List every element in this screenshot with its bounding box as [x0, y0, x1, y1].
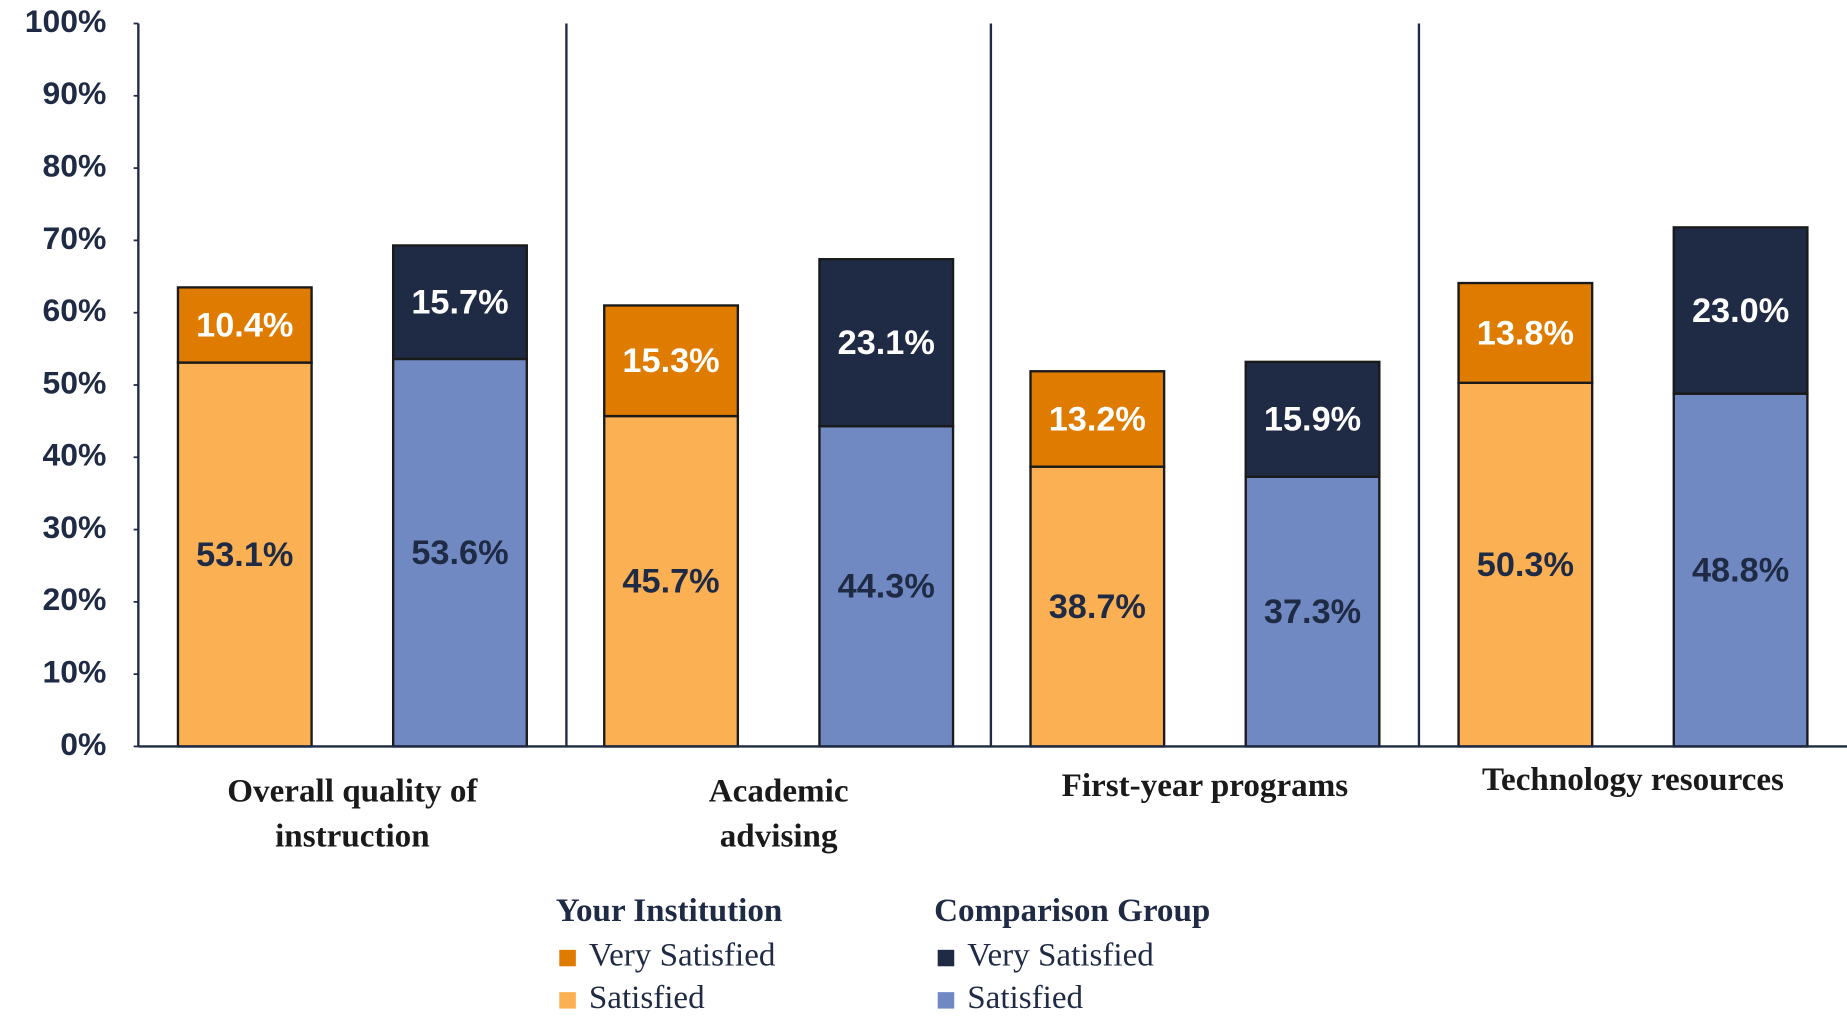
legend-heading: Your Institution: [556, 893, 783, 929]
y-tick-label: 80%: [43, 148, 107, 184]
data-label: 38.7%: [1049, 588, 1146, 626]
data-label: 15.3%: [622, 342, 719, 380]
bar-segment: [1457, 281, 1594, 384]
legend-swatch: [559, 949, 576, 967]
data-label: 13.8%: [1477, 314, 1574, 352]
bar-segment: [1029, 370, 1166, 468]
x-tick-label: Overall quality of instruction: [227, 773, 478, 855]
data-label: 53.6%: [411, 534, 508, 572]
data-label: 53.1%: [196, 536, 293, 574]
legend-label: Very Satisfied: [967, 938, 1154, 974]
x-tick-label-box: First-year programs: [1061, 767, 1349, 805]
data-label: 23.0%: [1692, 292, 1789, 330]
data-label: 45.7%: [622, 563, 719, 601]
bar-segment: [176, 361, 313, 748]
y-tick-label: 30%: [43, 509, 107, 545]
x-tick-label: First-year programs: [1061, 767, 1349, 805]
bar-segment: [1672, 392, 1809, 748]
data-label: 50.3%: [1477, 546, 1574, 584]
y-tick-label: 60%: [43, 292, 107, 328]
data-label: 13.2%: [1049, 400, 1146, 438]
x-tick-label-box: Technology resources: [1481, 761, 1784, 799]
legend-label: Very Satisfied: [589, 938, 776, 974]
data-label: 10.4%: [196, 306, 293, 344]
data-label: 44.3%: [838, 568, 935, 606]
y-tick-label: 0%: [60, 726, 106, 762]
y-tick-label: 100%: [25, 3, 107, 39]
bar-segment: [1457, 381, 1594, 748]
y-tick-label: 20%: [43, 581, 107, 617]
y-tick-label: 10%: [43, 654, 107, 690]
y-tick-label: 70%: [43, 220, 107, 256]
data-label: 48.8%: [1692, 552, 1789, 590]
legend-swatch: [937, 992, 955, 1009]
bar-segment: [391, 357, 528, 748]
legend-label: Satisfied: [967, 980, 1083, 1016]
bar-segment: [1244, 360, 1381, 478]
legend-heading: Comparison Group: [934, 893, 1210, 929]
bar-segment: [1672, 226, 1809, 395]
y-tick-label: 90%: [43, 75, 107, 111]
x-tick-label-box: Academic advising: [708, 773, 849, 855]
bar-segment: [1029, 465, 1166, 748]
legend-swatch: [937, 949, 955, 967]
bar-segment: [818, 258, 955, 428]
x-tick-label: Academic advising: [708, 773, 849, 855]
data-label: 15.7%: [411, 284, 508, 322]
data-label: 37.3%: [1264, 593, 1361, 631]
bar-segment: [391, 244, 528, 361]
bar-segment: [176, 286, 313, 364]
legend-label: Satisfied: [589, 980, 705, 1016]
data-label: 15.9%: [1264, 401, 1361, 439]
x-tick-label: Technology resources: [1481, 761, 1784, 799]
bar-segment: [1244, 475, 1381, 748]
bar-segment: [603, 304, 740, 418]
x-tick-label-box: Overall quality of instruction: [227, 773, 478, 855]
y-tick-label: 50%: [43, 364, 107, 400]
legend-swatch: [559, 992, 576, 1009]
data-label: 23.1%: [838, 324, 935, 362]
y-tick-label: 40%: [43, 437, 107, 473]
